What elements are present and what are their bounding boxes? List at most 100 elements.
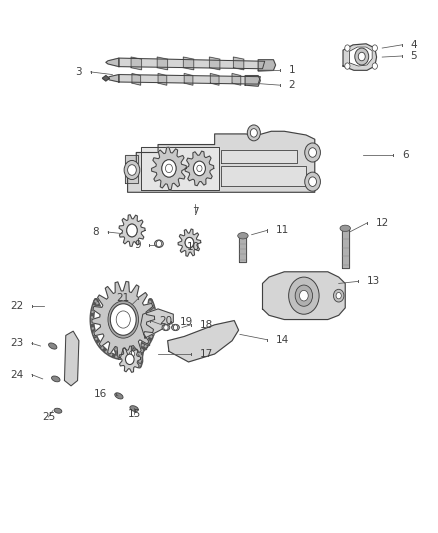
Text: 19: 19	[180, 317, 193, 327]
Polygon shape	[210, 74, 219, 85]
Polygon shape	[132, 74, 141, 85]
Text: 7: 7	[192, 207, 198, 217]
Text: 21: 21	[117, 293, 130, 303]
Circle shape	[156, 240, 162, 247]
Text: 11: 11	[276, 225, 289, 236]
Circle shape	[355, 48, 369, 65]
Circle shape	[333, 289, 344, 302]
Polygon shape	[209, 57, 220, 70]
Text: 4: 4	[410, 40, 417, 50]
Polygon shape	[233, 57, 244, 70]
Text: 25: 25	[42, 412, 55, 422]
Circle shape	[185, 237, 194, 248]
Ellipse shape	[52, 376, 60, 382]
Text: 24: 24	[10, 370, 23, 379]
Polygon shape	[152, 147, 186, 190]
Ellipse shape	[115, 393, 123, 399]
Text: 5: 5	[410, 51, 417, 61]
Text: 23: 23	[10, 338, 23, 349]
Ellipse shape	[130, 406, 138, 411]
Polygon shape	[107, 75, 119, 82]
Polygon shape	[240, 236, 247, 262]
Circle shape	[127, 224, 137, 237]
Polygon shape	[221, 150, 297, 163]
Ellipse shape	[54, 408, 62, 413]
Circle shape	[358, 52, 365, 61]
Polygon shape	[184, 57, 194, 70]
Text: 13: 13	[367, 276, 380, 286]
Circle shape	[127, 165, 136, 175]
Polygon shape	[141, 309, 173, 338]
Circle shape	[125, 354, 134, 365]
Polygon shape	[343, 44, 377, 70]
Circle shape	[194, 161, 205, 176]
Text: 14: 14	[276, 335, 289, 345]
Text: 22: 22	[10, 301, 23, 311]
Ellipse shape	[127, 350, 136, 358]
Polygon shape	[342, 228, 349, 268]
Polygon shape	[245, 76, 260, 86]
Polygon shape	[119, 75, 260, 84]
Polygon shape	[119, 215, 145, 246]
Circle shape	[116, 311, 130, 328]
Circle shape	[129, 351, 134, 357]
Polygon shape	[119, 346, 141, 373]
Polygon shape	[168, 320, 239, 362]
Circle shape	[173, 325, 178, 330]
Circle shape	[251, 128, 257, 137]
Text: 9: 9	[134, 240, 141, 251]
Circle shape	[305, 143, 321, 162]
Ellipse shape	[162, 324, 170, 330]
Text: 20: 20	[159, 316, 172, 326]
Polygon shape	[232, 74, 241, 85]
Polygon shape	[141, 147, 219, 190]
Circle shape	[300, 290, 308, 301]
Polygon shape	[157, 57, 168, 70]
Text: 17: 17	[199, 349, 213, 359]
Circle shape	[289, 277, 319, 314]
Text: 2: 2	[289, 80, 295, 90]
Text: 6: 6	[402, 150, 408, 160]
Text: 8: 8	[93, 227, 99, 237]
Text: 12: 12	[376, 218, 389, 228]
Polygon shape	[258, 60, 276, 70]
Polygon shape	[125, 175, 138, 183]
Circle shape	[372, 45, 378, 51]
Circle shape	[194, 161, 205, 175]
Circle shape	[372, 63, 378, 69]
Text: 1: 1	[289, 66, 295, 75]
Ellipse shape	[172, 324, 180, 330]
Polygon shape	[127, 131, 315, 192]
Circle shape	[126, 354, 134, 364]
Polygon shape	[64, 331, 79, 386]
Circle shape	[336, 293, 341, 299]
Circle shape	[164, 325, 168, 330]
Circle shape	[295, 285, 313, 306]
Circle shape	[309, 148, 317, 157]
Polygon shape	[350, 47, 372, 66]
Polygon shape	[158, 74, 167, 85]
Text: 15: 15	[127, 409, 141, 419]
Circle shape	[162, 160, 176, 177]
Polygon shape	[119, 58, 265, 69]
Circle shape	[305, 172, 321, 191]
Text: 16: 16	[94, 389, 107, 399]
Polygon shape	[221, 166, 306, 186]
Polygon shape	[125, 155, 138, 163]
Ellipse shape	[155, 240, 163, 247]
Polygon shape	[185, 151, 214, 185]
Ellipse shape	[49, 343, 57, 349]
Circle shape	[166, 164, 173, 173]
Polygon shape	[184, 74, 193, 85]
Ellipse shape	[238, 232, 248, 239]
Polygon shape	[131, 57, 141, 70]
Circle shape	[309, 177, 317, 187]
Circle shape	[162, 160, 176, 177]
Text: 3: 3	[75, 67, 82, 77]
Circle shape	[185, 237, 194, 248]
Ellipse shape	[340, 225, 350, 231]
Polygon shape	[262, 272, 345, 319]
Polygon shape	[92, 281, 155, 358]
Circle shape	[108, 301, 138, 338]
Circle shape	[124, 160, 140, 180]
